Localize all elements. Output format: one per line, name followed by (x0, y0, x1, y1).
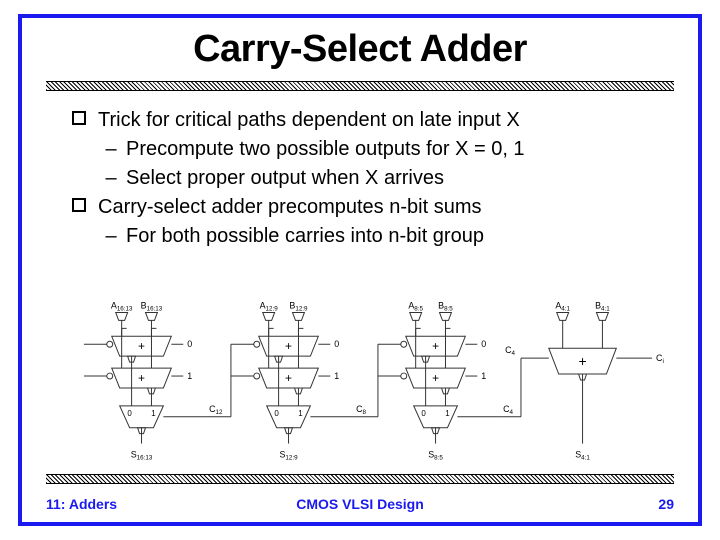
bullet-item: – Precompute two possible outputs for X … (104, 136, 662, 163)
bullet-text: Carry-select adder precomputes n-bit sum… (98, 194, 481, 221)
footer-center: CMOS VLSI Design (46, 496, 674, 512)
svg-text:B8:5: B8:5 (438, 300, 453, 312)
svg-text:+: + (138, 371, 145, 385)
bullet-item: Carry-select adder precomputes n-bit sum… (72, 194, 662, 221)
svg-text:1: 1 (298, 409, 303, 418)
svg-text:0: 0 (187, 339, 192, 349)
svg-text:1: 1 (187, 371, 192, 381)
bullet-text: Trick for critical paths dependent on la… (98, 107, 520, 134)
svg-text:B16:13: B16:13 (141, 300, 163, 312)
footer-divider (46, 474, 674, 484)
svg-text:+: + (578, 353, 586, 369)
bullet-block: Trick for critical paths dependent on la… (72, 107, 662, 250)
svg-text:0: 0 (334, 339, 339, 349)
bullet-item: Trick for critical paths dependent on la… (72, 107, 662, 134)
svg-text:A12:9: A12:9 (260, 300, 279, 312)
title-divider (46, 81, 674, 91)
svg-text:1: 1 (481, 371, 486, 381)
svg-text:S12:9: S12:9 (279, 449, 298, 461)
svg-text:S4:1: S4:1 (575, 449, 590, 461)
svg-text:C4: C4 (503, 404, 513, 416)
bullet-text: Precompute two possible outputs for X = … (126, 136, 525, 163)
svg-text:C12: C12 (209, 404, 223, 416)
dash-bullet-icon: – (104, 223, 118, 250)
square-bullet-icon (72, 198, 86, 212)
svg-text:+: + (285, 339, 292, 353)
page-title: Carry-Select Adder (22, 28, 698, 71)
footer: 11: Adders CMOS VLSI Design 29 (46, 496, 674, 512)
svg-text:1: 1 (445, 409, 450, 418)
svg-text:A16:13: A16:13 (111, 300, 133, 312)
svg-text:C4: C4 (505, 345, 515, 357)
bullet-text: For both possible carries into n-bit gro… (126, 223, 484, 250)
svg-text:+: + (432, 371, 439, 385)
svg-text:1: 1 (334, 371, 339, 381)
svg-text:S8:5: S8:5 (428, 449, 443, 461)
svg-text:B4:1: B4:1 (595, 300, 610, 312)
svg-text:+: + (432, 339, 439, 353)
svg-text:0: 0 (481, 339, 486, 349)
bullet-text: Select proper output when X arrives (126, 165, 444, 192)
dash-bullet-icon: – (104, 136, 118, 163)
svg-text:0: 0 (127, 409, 132, 418)
svg-text:+: + (285, 371, 292, 385)
svg-text:A4:1: A4:1 (555, 300, 570, 312)
svg-text:B12:9: B12:9 (289, 300, 308, 312)
svg-text:+: + (138, 339, 145, 353)
svg-text:A8:5: A8:5 (408, 300, 423, 312)
carry-select-diagram: A16:13B16:13+0+101C12S16:13CoutA12:9B12:… (72, 298, 664, 466)
bullet-item: – Select proper output when X arrives (104, 165, 662, 192)
svg-text:S16:13: S16:13 (131, 449, 153, 461)
diagram-svg: A16:13B16:13+0+101C12S16:13CoutA12:9B12:… (72, 298, 664, 466)
svg-text:Cin: Cin (656, 353, 664, 365)
bullet-item: – For both possible carries into n-bit g… (104, 223, 662, 250)
svg-text:0: 0 (421, 409, 426, 418)
svg-text:0: 0 (274, 409, 279, 418)
svg-text:1: 1 (151, 409, 156, 418)
dash-bullet-icon: – (104, 165, 118, 192)
slide-frame: Carry-Select Adder Trick for critical pa… (18, 14, 702, 526)
square-bullet-icon (72, 111, 86, 125)
svg-text:C8: C8 (356, 404, 366, 416)
